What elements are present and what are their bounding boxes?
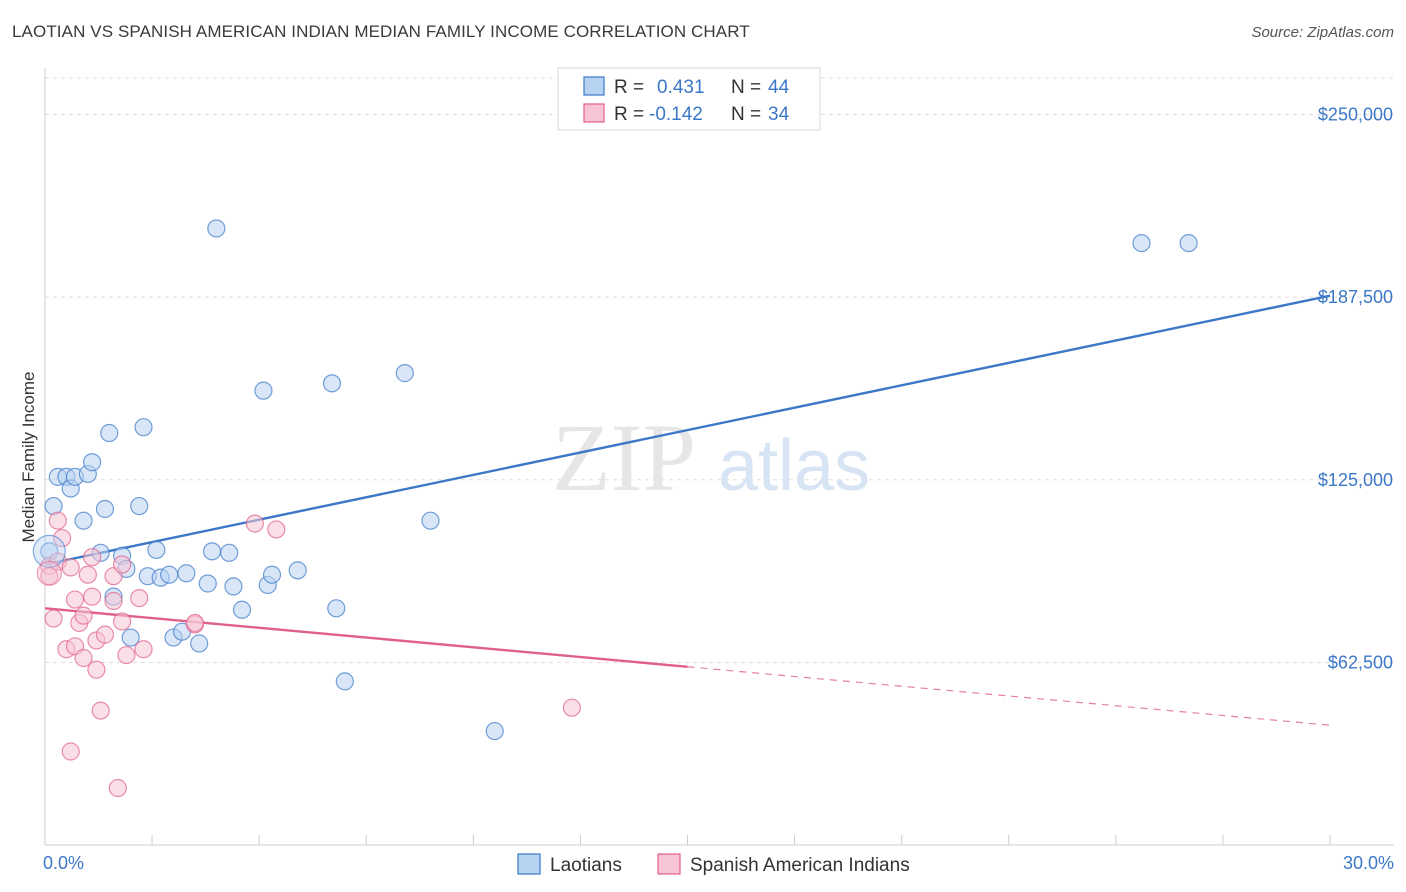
correlation-legend: R = 0.431 N = 44 R = -0.142 N = 34 bbox=[557, 67, 821, 131]
laotian-point bbox=[288, 561, 307, 580]
laotian-point bbox=[327, 599, 346, 618]
legend-r-label: R = bbox=[614, 77, 644, 98]
spanish-american-indian-point bbox=[112, 555, 132, 574]
y-tick-label: $62,500 bbox=[1328, 652, 1393, 672]
legend-r-label: R = bbox=[614, 104, 644, 125]
x-tick-label-max: 30.0% bbox=[1343, 853, 1394, 873]
legend-n-label: N = bbox=[731, 104, 761, 125]
watermark: ZIP atlas bbox=[552, 404, 870, 511]
spanish-american-indian-point bbox=[267, 520, 286, 539]
laotian-point bbox=[134, 418, 153, 437]
y-tick-label: $187,500 bbox=[1318, 287, 1393, 307]
laotian-point bbox=[254, 381, 273, 400]
grid-layer bbox=[45, 77, 1394, 663]
laotian-point bbox=[147, 540, 166, 559]
spanish-american-indian-point bbox=[95, 625, 115, 644]
laotian-point bbox=[177, 564, 196, 583]
points-layer bbox=[32, 219, 1198, 798]
spanish-american-indian-point bbox=[61, 742, 80, 761]
legend-r-value: -0.142 bbox=[649, 104, 703, 125]
spanish-american-indian-point bbox=[104, 591, 123, 611]
spanish-american-indian-point bbox=[83, 548, 102, 567]
spanish-american-indian-point bbox=[130, 588, 149, 608]
legend-swatch-laotians bbox=[583, 76, 605, 96]
spanish-american-indian-point bbox=[61, 558, 80, 577]
laotian-point bbox=[83, 453, 102, 472]
spanish-american-indian-point bbox=[65, 590, 85, 609]
bottom-legend-swatch-laotians bbox=[517, 853, 541, 875]
laotian-point bbox=[220, 543, 239, 562]
spanish-american-indian-point bbox=[112, 612, 132, 631]
series-legend: Laotians Spanish American Indians bbox=[517, 853, 910, 876]
laotian-point bbox=[198, 574, 217, 593]
legend-swatch-spanish-american-indians bbox=[583, 103, 605, 123]
spanish-american-indian-point bbox=[53, 529, 72, 548]
bottom-legend-swatch-spanish-american-indians bbox=[657, 853, 681, 875]
laotian-point bbox=[232, 600, 252, 619]
trend-line-spanish-american-indians bbox=[44, 607, 688, 668]
laotian-point bbox=[421, 511, 440, 530]
y-axis-label: Median Family Income bbox=[19, 371, 38, 542]
spanish-american-indian-point bbox=[134, 640, 153, 659]
spanish-american-indian-point bbox=[74, 606, 93, 625]
legend-row-laotians: R = 0.431 N = 44 bbox=[583, 76, 790, 98]
axis-layer: $62,500 $125,000 $187,500 $250,000 0.0% 30.0% bbox=[43, 68, 1394, 873]
laotian-point bbox=[485, 721, 504, 741]
laotian-point-large bbox=[32, 534, 66, 568]
spanish-american-indian-point bbox=[44, 609, 63, 628]
bottom-legend-label-laotians: Laotians bbox=[550, 855, 622, 876]
laotian-point bbox=[95, 499, 115, 519]
spanish-american-indian-point bbox=[185, 613, 205, 633]
y-tick-label: $250,000 bbox=[1318, 105, 1393, 125]
laotian-point bbox=[335, 672, 354, 691]
laotian-point bbox=[74, 511, 93, 530]
laotian-point bbox=[395, 364, 414, 383]
trend-line-spanish-american-indians-extension bbox=[687, 666, 1331, 726]
spanish-american-indian-point bbox=[562, 698, 581, 717]
spanish-american-indian-point bbox=[245, 514, 264, 533]
laotian-point bbox=[322, 374, 342, 393]
watermark-atlas: atlas bbox=[718, 426, 870, 506]
spanish-american-indian-point bbox=[117, 645, 136, 665]
chart-title: LAOTIAN VS SPANISH AMERICAN INDIAN MEDIA… bbox=[12, 22, 750, 41]
laotian-point bbox=[1132, 233, 1151, 253]
laotian-point bbox=[190, 634, 209, 653]
laotian-point bbox=[207, 219, 226, 238]
y-tick-label: $125,000 bbox=[1318, 470, 1393, 490]
laotian-point bbox=[160, 565, 179, 584]
laotian-point bbox=[262, 565, 282, 584]
laotian-point bbox=[121, 628, 140, 647]
bottom-legend-label-spanish-american-indians: Spanish American Indians bbox=[690, 855, 910, 876]
spanish-american-indian-point bbox=[87, 660, 106, 679]
trend-line-laotians bbox=[44, 294, 1331, 566]
watermark-zip: ZIP bbox=[552, 404, 696, 511]
legend-n-value: 34 bbox=[768, 104, 790, 125]
spanish-american-indian-point bbox=[108, 778, 127, 798]
legend-r-value: 0.431 bbox=[657, 77, 705, 98]
laotian-point bbox=[202, 542, 222, 561]
spanish-american-indian-point bbox=[91, 701, 110, 720]
legend-row-spanish-american-indians: R = -0.142 N = 34 bbox=[583, 103, 790, 125]
legend-n-label: N = bbox=[731, 77, 761, 98]
laotian-point bbox=[130, 496, 149, 516]
chart-source: Source: ZipAtlas.com bbox=[1251, 24, 1394, 41]
laotian-point bbox=[1179, 233, 1198, 253]
x-tick-label-min: 0.0% bbox=[43, 853, 84, 873]
legend-n-value: 44 bbox=[768, 77, 790, 98]
laotian-point bbox=[224, 577, 243, 596]
spanish-american-indian-point bbox=[48, 511, 67, 530]
spanish-american-indian-point bbox=[78, 565, 97, 584]
spanish-american-indian-point bbox=[74, 648, 93, 668]
spanish-american-indian-point bbox=[83, 587, 102, 606]
laotian-point bbox=[100, 423, 119, 443]
spanish-american-indian-point-large bbox=[36, 560, 62, 586]
